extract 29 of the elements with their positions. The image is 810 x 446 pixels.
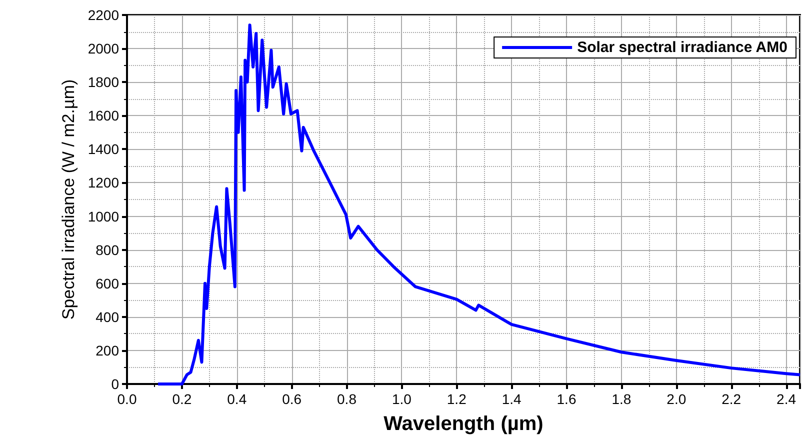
line-series [156,24,802,386]
y-tick-label: 1400 [88,141,120,158]
x-tick-label: 1.0 [392,391,412,407]
y-tick-label: 200 [96,342,120,358]
y-tick-label: 1600 [88,108,120,124]
y-tick-label: 2000 [88,40,120,57]
x-tick-label: 1.8 [612,391,632,407]
x-tick-label: 0.2 [172,391,192,407]
x-tick-label: 1.6 [556,391,576,407]
x-tick-label: 0.6 [282,391,302,407]
x-axis-title: Wavelength (µm) [384,413,544,435]
x-tick-label: 2.4 [776,391,796,407]
y-axis-title: Spectral irradiance (W / m2.µm) [58,79,78,320]
y-tick-label: 1000 [88,208,120,224]
x-tick-label: 0.4 [227,391,247,407]
y-tick-label: 2200 [88,7,120,23]
x-tick-label: 0.8 [337,391,357,407]
x-tick-label: 2.2 [722,391,742,407]
x-tick-label: 1.2 [446,391,467,407]
y-tick-label: 0 [111,376,120,392]
x-tick-label: 0.0 [117,391,137,407]
y-tick-label: 1200 [88,174,120,191]
y-tick-label: 800 [96,242,120,258]
y-tick-label: 1800 [88,74,120,90]
legend-label: Solar spectral irradiance AM0 [577,39,788,56]
y-tick-label: 600 [96,275,120,292]
x-tick-label: 1.4 [502,391,522,407]
y-tick-label: 400 [96,308,120,325]
x-tick-label: 2.0 [666,391,686,407]
